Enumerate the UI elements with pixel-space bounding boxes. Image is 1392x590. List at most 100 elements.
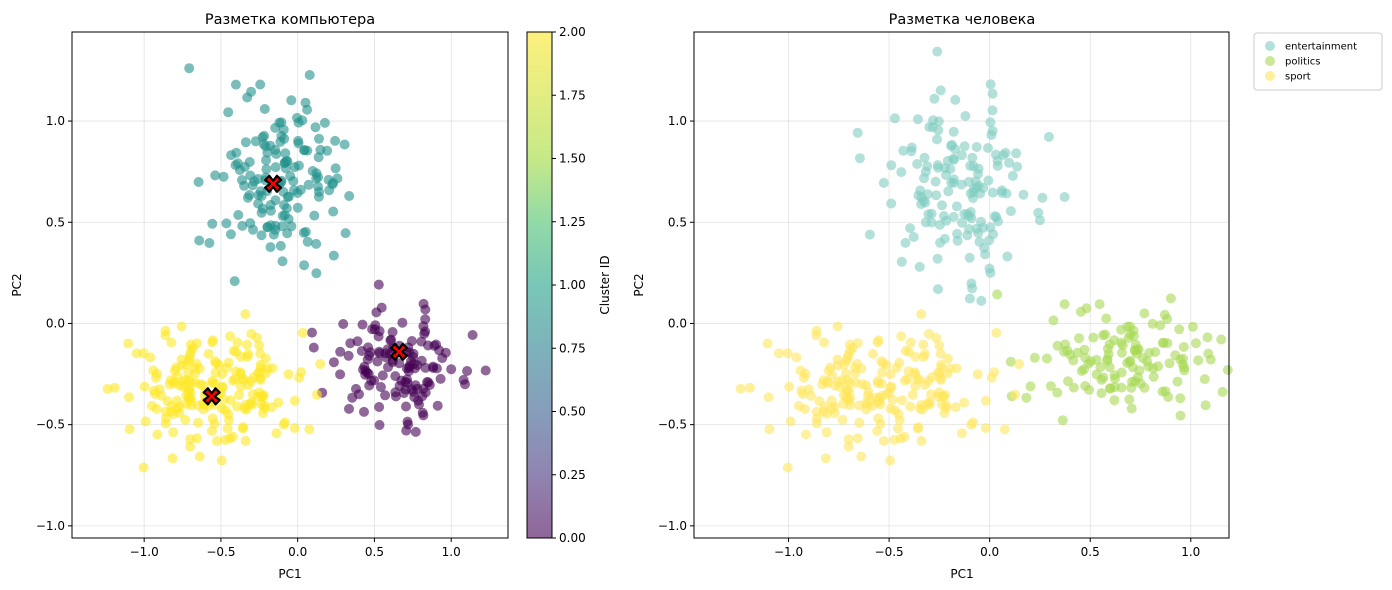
label-point	[1172, 376, 1183, 387]
label-point	[999, 424, 1010, 435]
cluster-point	[293, 138, 304, 149]
grid-right	[694, 32, 1229, 538]
cluster-point	[293, 160, 304, 171]
cluster-point	[210, 378, 221, 389]
label-point	[959, 397, 970, 408]
grid-left	[72, 32, 508, 538]
cluster-point	[240, 400, 251, 410]
label-point	[937, 391, 948, 402]
label-point	[960, 111, 971, 121]
cluster-point	[315, 359, 326, 369]
label-point	[1170, 350, 1181, 361]
cluster-point	[273, 397, 284, 408]
label-point	[980, 423, 991, 433]
cluster-point	[242, 92, 253, 103]
cluster-point	[418, 321, 429, 332]
label-point	[920, 166, 931, 177]
label-point	[829, 408, 840, 419]
label-point	[1134, 365, 1145, 376]
cluster-point	[280, 148, 291, 159]
label-point	[1174, 324, 1185, 335]
cluster-point	[397, 317, 408, 328]
legend-label-entertainment: entertainment	[1285, 42, 1357, 53]
cluster-point	[458, 374, 469, 385]
label-point	[1074, 333, 1084, 344]
label-point	[910, 351, 921, 362]
cluster-point	[293, 117, 304, 128]
label-point	[985, 222, 996, 233]
label-point	[1150, 347, 1161, 357]
label-point	[956, 150, 967, 161]
cluster-point	[250, 136, 261, 147]
label-point	[863, 387, 874, 397]
y-tick-label-right: −0.5	[658, 418, 687, 432]
cluster-point	[302, 236, 313, 247]
label-point	[1200, 400, 1211, 411]
label-point	[1116, 347, 1127, 358]
cluster-point	[194, 235, 205, 246]
cluster-point	[204, 238, 215, 248]
label-point	[1000, 147, 1011, 158]
cluster-point	[330, 135, 341, 146]
label-point	[951, 201, 962, 212]
label-point	[992, 289, 1003, 300]
cluster-point	[152, 429, 163, 440]
cluster-point	[207, 337, 218, 348]
colorbar-label: Cluster ID	[598, 255, 612, 314]
label-point	[1096, 374, 1107, 385]
label-point	[1179, 362, 1190, 373]
label-point	[932, 253, 943, 264]
cluster-point	[247, 389, 258, 400]
label-point	[923, 328, 934, 339]
colorbar-gradient	[527, 32, 552, 538]
label-point	[811, 330, 822, 341]
cluster-point	[185, 441, 195, 452]
cluster-point	[252, 368, 263, 379]
label-point	[912, 114, 923, 125]
cluster-point	[235, 367, 246, 378]
label-point	[877, 367, 887, 378]
cluster-point	[307, 327, 317, 338]
label-point	[987, 105, 998, 116]
x-axis-label-left: PC1	[278, 567, 301, 581]
cluster-point	[319, 117, 330, 128]
label-point	[929, 93, 940, 104]
cluster-point	[369, 375, 380, 386]
label-point	[852, 433, 863, 444]
cluster-point	[344, 403, 354, 414]
cluster-point	[289, 395, 300, 406]
cluster-point	[394, 358, 405, 369]
label-point	[920, 197, 931, 208]
cluster-point	[299, 260, 310, 271]
label-point	[843, 434, 854, 445]
cluster-point	[340, 228, 351, 239]
label-point	[878, 177, 889, 188]
label-point	[1083, 358, 1094, 369]
label-point	[1126, 403, 1137, 414]
cluster-point	[183, 368, 193, 379]
cluster-point	[225, 229, 236, 240]
cluster-point	[218, 394, 229, 405]
label-point	[985, 79, 996, 90]
cluster-point	[345, 338, 356, 349]
label-point	[965, 160, 976, 171]
label-point	[985, 117, 996, 128]
cluster-point	[435, 373, 446, 384]
colorbar-tick-label: 1.75	[559, 88, 586, 102]
y-tick-label-left: 0.0	[46, 316, 65, 330]
cluster-point	[398, 388, 409, 399]
colorbar: 0.00 0.25 0.50 0.75 1.00 1.25 1.50 1.75 2.00 Clu…	[526, 25, 612, 545]
cluster-point	[304, 70, 315, 80]
legend-label-politics: politics	[1285, 57, 1320, 68]
label-point	[952, 228, 963, 239]
cluster-point	[251, 332, 262, 343]
label-point	[933, 162, 944, 173]
cluster-point	[255, 79, 266, 90]
x-tick-label-left: −0.5	[206, 545, 235, 559]
label-point	[1033, 207, 1044, 218]
chart-title-left: Разметка компьютера	[205, 12, 375, 28]
label-point	[1004, 157, 1015, 168]
cluster-point	[239, 180, 250, 191]
label-point	[948, 126, 959, 137]
centroids-left	[202, 174, 409, 406]
